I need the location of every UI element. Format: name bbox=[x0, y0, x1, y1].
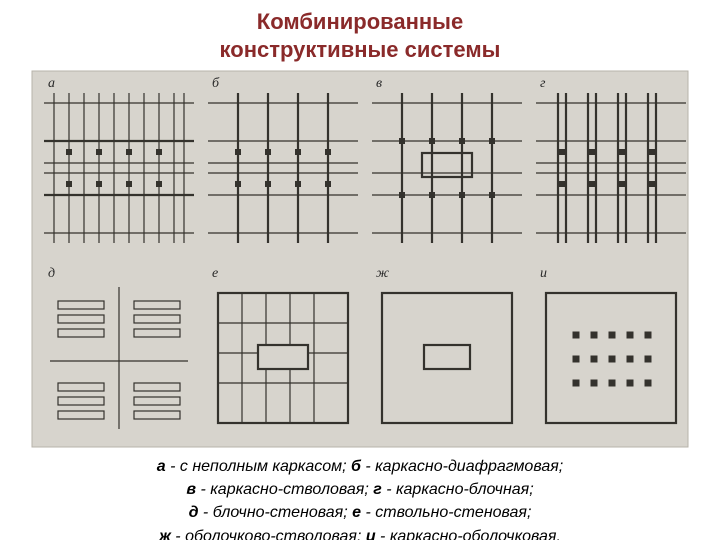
svg-text:и: и bbox=[540, 266, 547, 281]
figure: а б в г д е ж и bbox=[30, 69, 690, 449]
svg-text:д: д bbox=[48, 266, 55, 281]
caption: а - с неполным каркасом; б - каркасно-ди… bbox=[40, 455, 680, 540]
caption-text: - каркасно-диафрагмовая; bbox=[361, 458, 563, 475]
diagram-svg: а б в г д е ж и bbox=[30, 69, 690, 449]
title-line1: Комбинированные bbox=[257, 9, 463, 34]
title-line2: конструктивные системы bbox=[220, 37, 501, 62]
svg-text:е: е bbox=[212, 266, 218, 281]
caption-label: г bbox=[373, 481, 382, 498]
caption-label: а bbox=[157, 458, 166, 475]
caption-text: - ствольно-стеновая; bbox=[361, 504, 531, 521]
caption-label: ж bbox=[159, 528, 171, 540]
caption-label: б bbox=[351, 458, 361, 475]
svg-text:ж: ж bbox=[376, 266, 389, 281]
caption-label: д bbox=[189, 504, 199, 521]
caption-text: - блочно-стеновая; bbox=[198, 504, 352, 521]
svg-text:а: а bbox=[48, 76, 55, 91]
caption-text: - каркасно-стволовая; bbox=[196, 481, 373, 498]
caption-label: в bbox=[186, 481, 196, 498]
caption-label: и bbox=[366, 528, 376, 540]
svg-text:г: г bbox=[540, 76, 546, 91]
caption-text: - оболочково-стволовая; bbox=[171, 528, 366, 540]
svg-text:в: в bbox=[376, 76, 382, 91]
caption-text: - каркасно-оболочковая. bbox=[376, 528, 561, 540]
caption-text: - каркасно-блочная; bbox=[382, 481, 534, 498]
svg-text:б: б bbox=[212, 76, 220, 91]
caption-text: - с неполным каркасом; bbox=[166, 458, 351, 475]
page-title: Комбинированные конструктивные системы bbox=[220, 8, 501, 63]
caption-label: е bbox=[352, 504, 361, 521]
